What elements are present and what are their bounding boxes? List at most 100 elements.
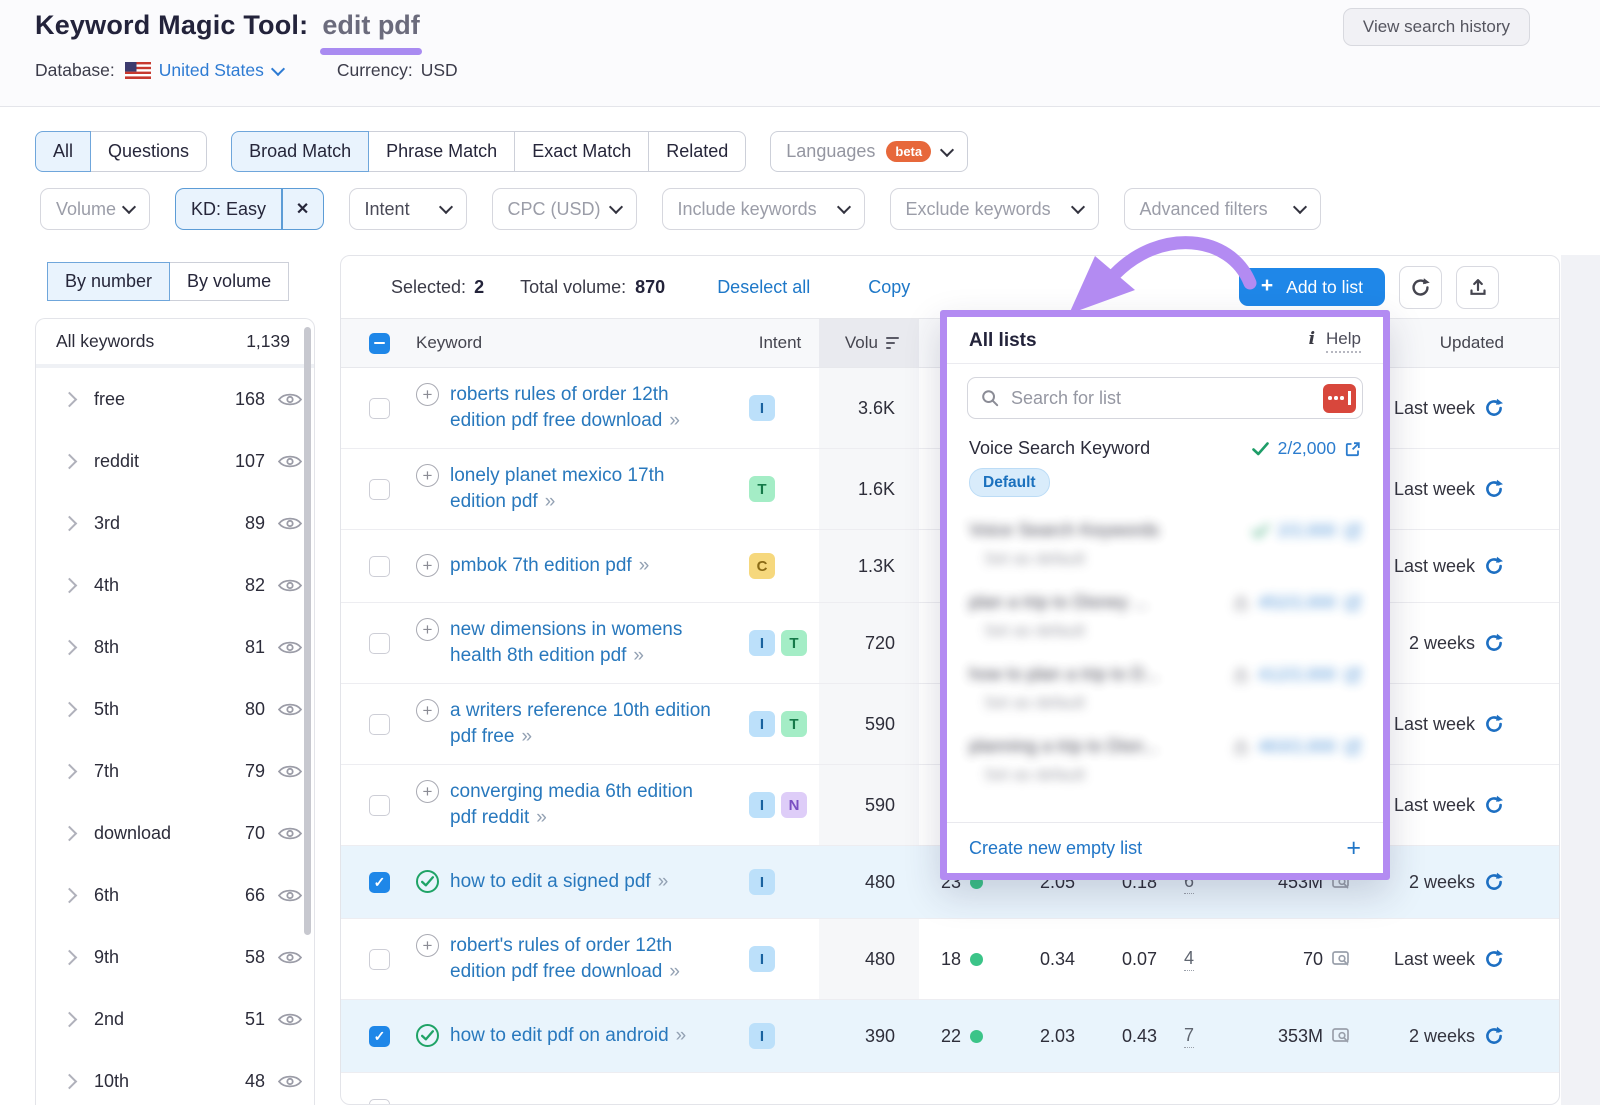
sidebar-scrollbar[interactable] (304, 327, 311, 935)
serp-icon[interactable] (1332, 951, 1351, 967)
sidebar-toggle-by-volume[interactable]: By volume (169, 262, 290, 301)
sidebar-group-download[interactable]: download 70 (36, 802, 314, 864)
list-count-link[interactable]: 452/2,000 (1258, 592, 1336, 612)
add-keyword-icon[interactable]: + (416, 464, 439, 487)
list-item[interactable]: Voice Search Keyword 2/2,000 Default (969, 427, 1361, 509)
refresh-icon[interactable] (1484, 556, 1504, 576)
sidebar-group-7th[interactable]: 7th 79 (36, 740, 314, 802)
table-row[interactable]: how to edit pdf on android» I 390 22 2.03 0.4… (341, 1000, 1559, 1073)
row-checkbox[interactable] (369, 478, 390, 500)
tab-related[interactable]: Related (648, 131, 747, 172)
set-as-default-link[interactable]: Set as default (984, 622, 1085, 640)
sidebar-group-5th[interactable]: 5th 80 (36, 678, 314, 740)
keyword-link[interactable]: new dimensions in womens health 8th edit… (450, 619, 683, 666)
filter-advanced-filters[interactable]: Advanced filters (1123, 188, 1321, 230)
filter-chip-kd-easy[interactable]: KD: Easy ✕ (175, 188, 324, 230)
external-link-icon[interactable] (1345, 441, 1361, 457)
expand-icon[interactable]: » (675, 1025, 686, 1046)
row-checkbox[interactable] (369, 948, 390, 970)
refresh-icon[interactable] (1484, 1026, 1504, 1046)
copy-link[interactable]: Copy (868, 276, 911, 297)
table-row[interactable] (341, 1073, 1559, 1104)
external-link-icon[interactable] (1345, 595, 1361, 611)
expand-icon[interactable]: » (521, 726, 531, 747)
add-keyword-icon[interactable]: + (416, 934, 439, 957)
sidebar-group-10th[interactable]: 10th 48 (36, 1050, 314, 1105)
filter-intent[interactable]: Intent (348, 188, 467, 230)
keyword-link[interactable]: converging media 6th edition pdf reddit» (450, 781, 693, 828)
close-icon[interactable]: ✕ (295, 201, 310, 218)
eye-icon[interactable] (278, 453, 302, 470)
expand-icon[interactable]: » (669, 410, 679, 431)
volume-column-header[interactable]: Volu (819, 319, 919, 367)
expand-icon[interactable]: » (657, 871, 668, 892)
row-checkbox[interactable] (369, 397, 390, 419)
row-checkbox[interactable] (369, 794, 390, 816)
eye-icon[interactable] (278, 701, 302, 718)
help-link[interactable]: i Help (1309, 329, 1361, 353)
expand-icon[interactable]: » (536, 807, 546, 828)
export-button[interactable] (1456, 265, 1499, 309)
sidebar-group-3rd[interactable]: 3rd 89 (36, 492, 314, 554)
keyword-link[interactable]: a writers reference 10th edition pdf fre… (450, 700, 711, 747)
refresh-button[interactable] (1399, 265, 1442, 309)
refresh-icon[interactable] (1484, 398, 1504, 418)
set-as-default-link[interactable]: Set as default (984, 550, 1085, 568)
all-keywords-row[interactable]: All keywords 1,139 (36, 319, 314, 368)
eye-icon[interactable] (278, 949, 302, 966)
row-checkbox[interactable] (369, 632, 390, 654)
eye-icon[interactable] (278, 887, 302, 904)
sidebar-group-8th[interactable]: 8th 81 (36, 616, 314, 678)
sidebar-group-4th[interactable]: 4th 82 (36, 554, 314, 616)
filter-exclude-keywords[interactable]: Exclude keywords (889, 188, 1099, 230)
refresh-icon[interactable] (1484, 714, 1504, 734)
add-to-list-button[interactable]: + Add to list (1238, 268, 1385, 306)
list-count-link[interactable]: 412/2,000 (1258, 664, 1336, 684)
eye-icon[interactable] (278, 763, 302, 780)
sidebar-group-free[interactable]: free 168 (36, 368, 314, 430)
tab-exact-match[interactable]: Exact Match (514, 131, 650, 172)
set-as-default-link[interactable]: Set as default (984, 766, 1085, 784)
add-keyword-icon[interactable]: + (416, 699, 439, 722)
sidebar-group-6th[interactable]: 6th 66 (36, 864, 314, 926)
keyword-link[interactable]: how to edit pdf on android» (450, 1025, 686, 1046)
autofill-icon[interactable] (1323, 383, 1356, 413)
list-count-link[interactable]: 2/2,000 (1277, 438, 1336, 458)
add-keyword-icon[interactable]: + (416, 618, 439, 641)
eye-icon[interactable] (278, 825, 302, 842)
sidebar-group-9th[interactable]: 9th 58 (36, 926, 314, 988)
tab-questions[interactable]: Questions (90, 131, 208, 172)
list-count-link[interactable]: 2/2,000 (1277, 520, 1336, 540)
languages-dropdown[interactable]: Languages beta (770, 131, 969, 172)
refresh-icon[interactable] (1484, 872, 1504, 892)
list-item[interactable]: plan a trip to Disney ... 452/2,000 Set as… (969, 581, 1361, 653)
updated-column-header[interactable]: Updated (1439, 333, 1504, 352)
sidebar-group-reddit[interactable]: reddit 107 (36, 430, 314, 492)
list-item[interactable]: Voice Search Keywords 2/2,000 Set as defau… (969, 509, 1361, 581)
add-keyword-icon[interactable]: + (416, 554, 439, 577)
external-link-icon[interactable] (1345, 739, 1361, 755)
added-check-icon[interactable] (416, 1024, 439, 1047)
refresh-icon[interactable] (1484, 795, 1504, 815)
filter-include-keywords[interactable]: Include keywords (661, 188, 865, 230)
row-checkbox[interactable] (369, 713, 390, 735)
expand-icon[interactable]: » (669, 961, 679, 982)
keyword-link[interactable]: robert's rules of order 12th edition pdf… (450, 935, 680, 982)
serp-features-value[interactable]: 7 (1183, 1025, 1194, 1048)
row-checkbox[interactable] (369, 871, 390, 893)
intent-column-header[interactable]: Intent (758, 333, 802, 352)
refresh-icon[interactable] (1484, 633, 1504, 653)
keyword-link[interactable]: pmbok 7th edition pdf» (450, 555, 649, 576)
eye-icon[interactable] (278, 577, 302, 594)
external-link-icon[interactable] (1345, 667, 1361, 683)
table-row[interactable]: + robert's rules of order 12th edition pd… (341, 919, 1559, 1000)
eye-icon[interactable] (278, 515, 302, 532)
search-list-input[interactable] (1009, 386, 1313, 410)
tab-broad-match[interactable]: Broad Match (231, 131, 370, 172)
refresh-icon[interactable] (1484, 949, 1504, 969)
database-selector[interactable]: United States (159, 60, 285, 81)
deselect-all-link[interactable]: Deselect all (717, 276, 811, 297)
table-row[interactable]: + new dimensions in womens health 8th edi… (341, 603, 1559, 684)
serp-icon[interactable] (1332, 1028, 1351, 1044)
added-check-icon[interactable] (416, 870, 439, 893)
